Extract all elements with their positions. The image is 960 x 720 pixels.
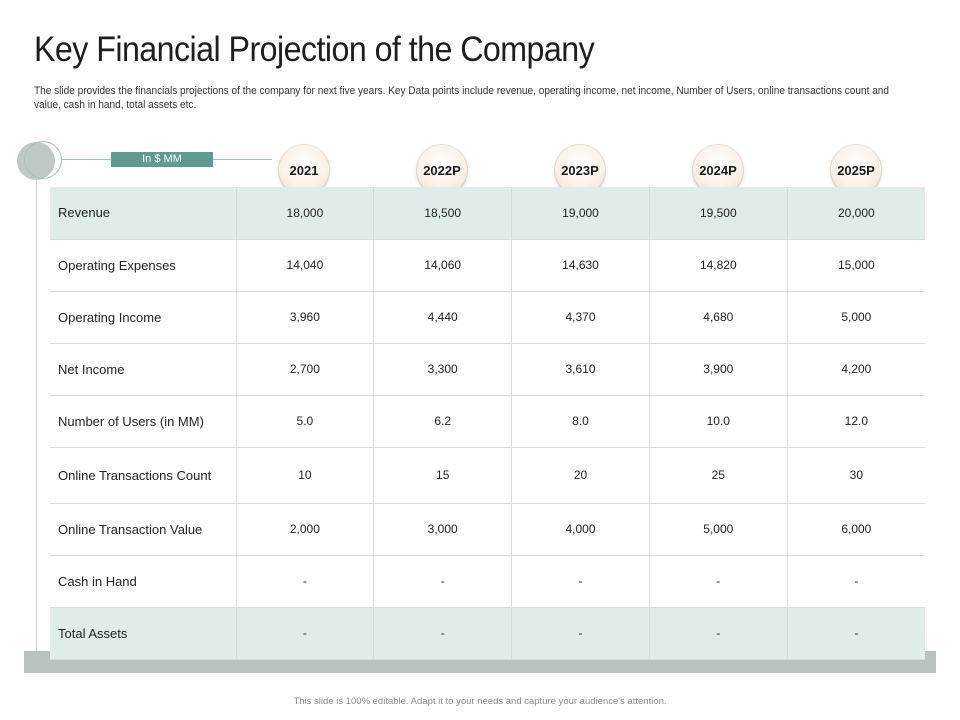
table-cell: 3,960: [235, 291, 374, 344]
table-row: Online Transactions Count 10 15 20 25 30: [50, 447, 925, 504]
table-cell: -: [648, 607, 788, 660]
table-row: Total Assets - - - - -: [50, 607, 925, 660]
table-cell: -: [235, 607, 374, 660]
table-cell: 20: [511, 447, 650, 504]
decorative-vertical-line: [36, 180, 37, 652]
year-header-2021: 2021: [279, 145, 329, 195]
table-row: Number of Users (in MM) 5.0 6.2 8.0 10.0…: [50, 395, 925, 448]
table-cell: 18,500: [373, 187, 512, 240]
table-cell: 4,440: [373, 291, 512, 344]
table-cell: 14,060: [373, 239, 512, 292]
row-label: Online Transaction Value: [50, 503, 236, 556]
table-cell: 12.0: [786, 395, 925, 448]
table-cell: 5.0: [235, 395, 374, 448]
table-cell: -: [373, 555, 512, 608]
year-header-2022p: 2022P: [417, 145, 467, 195]
table-cell: 4,370: [511, 291, 650, 344]
table-cell: 18,000: [235, 187, 374, 240]
table-cell: 3,900: [648, 343, 788, 396]
table-cell: 6,000: [786, 503, 925, 556]
table-cell: 25: [648, 447, 788, 504]
table-cell: 20,000: [786, 187, 925, 240]
row-label: Net Income: [50, 343, 236, 396]
row-label: Total Assets: [50, 607, 236, 660]
year-header-2024p: 2024P: [693, 145, 743, 195]
table-cell: 10.0: [648, 395, 788, 448]
row-label: Revenue: [50, 187, 236, 240]
table-cell: 14,630: [511, 239, 650, 292]
slide-subtitle: The slide provides the financials projec…: [34, 85, 889, 111]
table-cell: 10: [235, 447, 374, 504]
table-cell: 4,200: [786, 343, 925, 396]
table-cell: 19,000: [511, 187, 650, 240]
financial-table: Revenue 18,000 18,500 19,000 19,500 20,0…: [50, 187, 925, 660]
table-cell: 3,300: [373, 343, 512, 396]
table-cell: 14,040: [235, 239, 374, 292]
table-cell: 6.2: [373, 395, 512, 448]
table-cell: 2,000: [235, 503, 374, 556]
table-cell: -: [786, 555, 925, 608]
table-cell: 15: [373, 447, 512, 504]
table-cell: 5,000: [648, 503, 788, 556]
row-label: Cash in Hand: [50, 555, 236, 608]
table-cell: 8.0: [511, 395, 650, 448]
table-cell: -: [235, 555, 374, 608]
table-cell: -: [511, 555, 650, 608]
row-label: Online Transactions Count: [50, 447, 236, 504]
table-cell: -: [511, 607, 650, 660]
table-row: Operating Expenses 14,040 14,060 14,630 …: [50, 239, 925, 292]
decorative-ring: [24, 141, 62, 179]
table-cell: 4,000: [511, 503, 650, 556]
slide-footer: This slide is 100% editable. Adapt it to…: [293, 696, 667, 707]
table-cell: -: [786, 607, 925, 660]
table-cell: 5,000: [786, 291, 925, 344]
table-cell: 2,700: [235, 343, 374, 396]
table-row: Revenue 18,000 18,500 19,000 19,500 20,0…: [50, 187, 925, 240]
table-row: Online Transaction Value 2,000 3,000 4,0…: [50, 503, 925, 556]
row-label: Number of Users (in MM): [50, 395, 236, 448]
slide-title: Key Financial Projection of the Company: [34, 30, 595, 69]
table-row: Net Income 2,700 3,300 3,610 3,900 4,200: [50, 343, 925, 396]
table-cell: 3,000: [373, 503, 512, 556]
table-cell: 19,500: [648, 187, 788, 240]
table-cell: 30: [786, 447, 925, 504]
table-cell: 15,000: [786, 239, 925, 292]
table-cell: -: [648, 555, 788, 608]
table-cell: 3,610: [511, 343, 650, 396]
table-cell: 14,820: [648, 239, 788, 292]
table-row: Operating Income 3,960 4,440 4,370 4,680…: [50, 291, 925, 344]
year-header-2025p: 2025P: [831, 145, 881, 195]
year-header-2023p: 2023P: [555, 145, 605, 195]
table-cell: -: [373, 607, 512, 660]
unit-badge: In $ MM: [111, 152, 213, 167]
table-row: Cash in Hand - - - - -: [50, 555, 925, 608]
table-cell: 4,680: [648, 291, 788, 344]
row-label: Operating Expenses: [50, 239, 236, 292]
row-label: Operating Income: [50, 291, 236, 344]
